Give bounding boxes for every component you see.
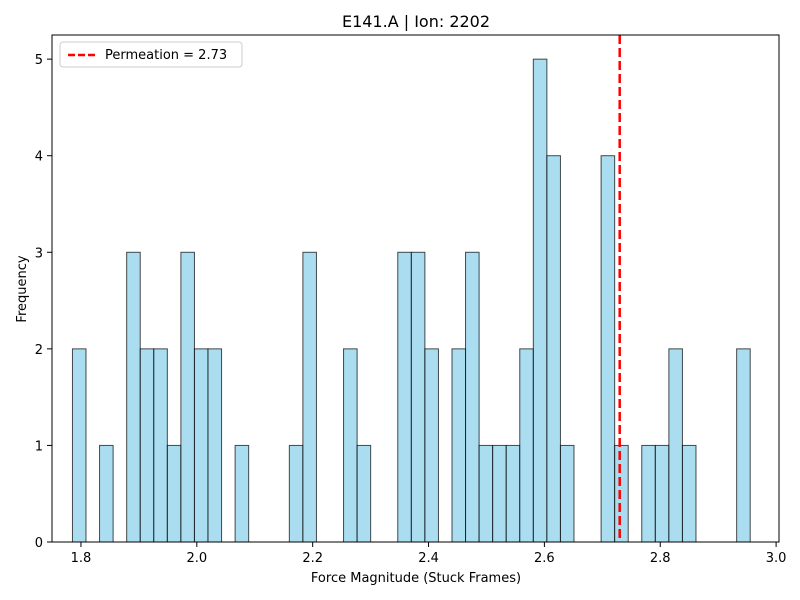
x-axis-label: Force Magnitude (Stuck Frames): [311, 571, 521, 586]
histogram-bar: [288, 444, 304, 543]
histogram-bar: [736, 348, 751, 543]
x-tick-label: 3.0: [766, 551, 787, 566]
x-axis-ticks: 1.8 2.0 2.2 2.4 2.6 2.8 3.0: [71, 542, 787, 566]
histogram-bar: [478, 444, 494, 543]
histogram-bar: [180, 251, 195, 543]
x-tick-label: 2.4: [418, 551, 439, 566]
legend-box: [59, 41, 243, 68]
histogram-bar: [559, 444, 575, 543]
histogram-bar: [641, 444, 656, 543]
histogram-bar: [99, 444, 114, 543]
histogram-bar: [126, 251, 141, 543]
legend: Permeation = 2.73: [59, 41, 243, 68]
histogram-bar: [614, 444, 629, 543]
histogram-bar: [139, 348, 155, 543]
histogram-bar: [234, 444, 250, 543]
legend-label: Permeation = 2.73: [105, 48, 227, 63]
y-tick-label: 3: [35, 246, 43, 261]
y-tick-label: 2: [35, 343, 43, 358]
histogram-bar: [166, 444, 182, 543]
histogram-bar: [207, 348, 223, 543]
y-axis-ticks: 0 1 2 3 4 5: [35, 53, 52, 551]
histogram-bar: [668, 348, 683, 543]
histogram-bar: [193, 348, 209, 543]
histogram-bar: [654, 444, 670, 543]
y-tick-label: 0: [35, 536, 43, 551]
histogram-bar: [546, 155, 561, 543]
plot-frame: [51, 34, 780, 543]
histogram-bar: [681, 444, 697, 543]
chart-title: E141.A | Ion: 2202: [342, 12, 490, 31]
histogram-bar: [519, 348, 534, 543]
histogram-bar: [465, 251, 480, 543]
histogram-bar: [71, 348, 87, 543]
y-tick-label: 5: [35, 53, 43, 68]
histogram-bar: [451, 348, 467, 543]
histogram-bar: [153, 348, 168, 543]
histogram-bar: [356, 444, 372, 543]
x-tick-label: 2.2: [302, 551, 323, 566]
y-axis-label: Frequency: [15, 255, 30, 322]
histogram-bar: [505, 444, 521, 543]
histogram-bar: [397, 251, 412, 543]
bars-group: [71, 58, 751, 543]
histogram-bar: [600, 155, 616, 543]
y-tick-label: 1: [35, 439, 43, 454]
x-tick-label: 2.8: [650, 551, 671, 566]
x-tick-label: 2.6: [534, 551, 555, 566]
histogram-bar: [343, 348, 358, 543]
histogram-bar: [492, 444, 507, 543]
histogram-bar: [532, 58, 548, 543]
y-tick-label: 4: [35, 150, 43, 165]
histogram-bar: [410, 251, 426, 543]
histogram-bar: [424, 348, 439, 543]
x-tick-label: 2.0: [186, 551, 207, 566]
histogram-bar: [302, 251, 317, 543]
x-tick-label: 1.8: [71, 551, 92, 566]
